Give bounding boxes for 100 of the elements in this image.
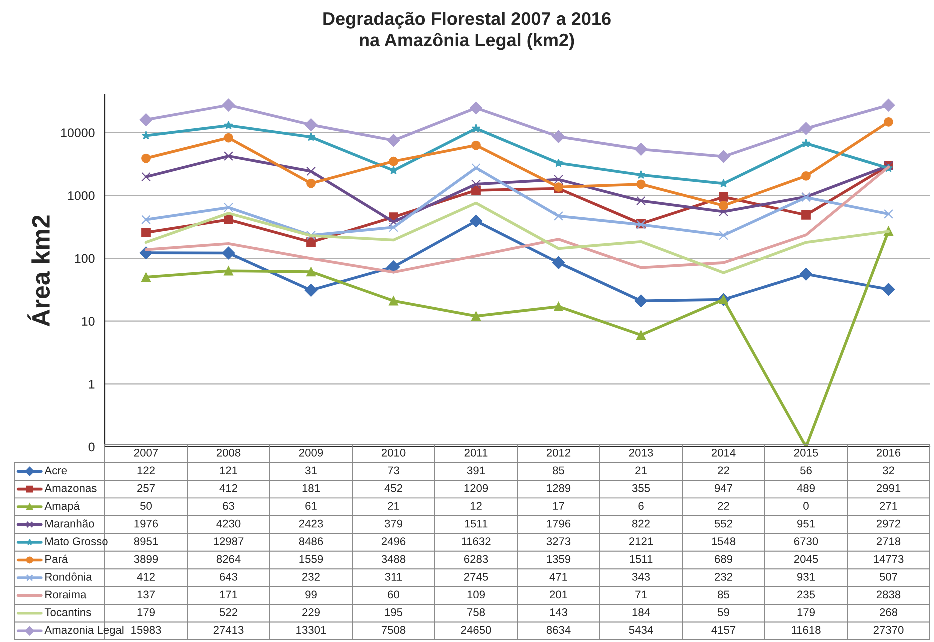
x-tick-label: 2016 [876, 448, 901, 457]
data-label: 71 [636, 590, 647, 599]
data-label: 201 [550, 590, 568, 599]
data-label: 1511 [630, 555, 653, 564]
x-tick-label: 2009 [299, 448, 324, 457]
legend-label: Amapá [44, 502, 80, 512]
data-label: 689 [715, 555, 732, 564]
data-label: 311 [385, 573, 402, 581]
data-label: 232 [715, 573, 732, 581]
data-label: 2745 [464, 573, 488, 581]
data-label: 85 [553, 466, 564, 475]
data-label: 11618 [792, 626, 821, 634]
y-tick-label: 10 [82, 317, 95, 326]
data-label: 21 [636, 466, 647, 474]
data-label: 0 [804, 502, 809, 510]
data-label: 235 [798, 590, 816, 599]
data-label: 271 [880, 502, 898, 510]
data-label: 181 [302, 484, 320, 492]
data-label: 8951 [134, 538, 158, 546]
data-label: 1976 [134, 520, 158, 528]
data-label: 343 [632, 573, 650, 581]
y-tick-label: 1 [89, 380, 95, 389]
data-label: 452 [384, 484, 402, 492]
data-label: 232 [302, 573, 320, 581]
data-label: 2496 [382, 538, 406, 546]
x-tick-label: 2007 [134, 448, 158, 457]
data-label: 229 [302, 608, 320, 616]
data-label: 27413 [214, 626, 244, 634]
data-label: 643 [220, 573, 238, 581]
data-label: 4230 [216, 520, 241, 528]
data-label: 522 [220, 608, 238, 616]
legend-label: Roraima [46, 590, 87, 599]
legend-label: Maranhão [46, 520, 94, 528]
data-label: 8486 [299, 538, 324, 546]
data-label: 4157 [712, 626, 736, 634]
data-label: 22 [718, 502, 730, 510]
x-tick-label: 2008 [216, 448, 241, 457]
data-label: 1359 [547, 555, 571, 564]
data-label: 179 [138, 608, 155, 616]
data-label: 2991 [876, 484, 901, 492]
data-label: 1548 [712, 538, 736, 546]
legend-label: Rondônia [46, 572, 92, 581]
data-label: 6283 [464, 555, 488, 564]
data-label: 391 [467, 466, 485, 475]
x-tick-label: 2010 [382, 448, 406, 457]
data-label: 1511 [465, 520, 488, 528]
data-label: 257 [138, 484, 155, 492]
data-label: 2045 [794, 555, 818, 564]
x-tick-label: 2014 [712, 448, 736, 457]
data-label: 7508 [382, 626, 406, 634]
data-label: 2718 [876, 538, 901, 546]
data-label: 1209 [464, 484, 488, 492]
data-label: 179 [798, 608, 815, 616]
data-label: 379 [384, 520, 402, 528]
data-label: 137 [138, 590, 155, 599]
x-tick-label: 2012 [546, 448, 571, 457]
legend-label: Pará [46, 554, 68, 564]
data-label: 471 [550, 573, 568, 581]
data-label: 1796 [547, 520, 571, 528]
data-label: 59 [718, 608, 730, 616]
data-label: 15983 [132, 626, 162, 634]
data-label: 61 [306, 502, 317, 510]
data-label: 11632 [462, 538, 491, 546]
data-label: 63 [223, 502, 234, 510]
data-label: 3899 [134, 555, 158, 564]
data-label: 552 [714, 520, 732, 528]
data-label: 121 [220, 466, 238, 474]
data-label: 56 [800, 466, 812, 475]
data-label: 507 [880, 573, 898, 581]
data-label: 412 [137, 573, 155, 581]
data-label: 27370 [874, 626, 904, 634]
data-label: 6 [638, 502, 644, 510]
data-label: 171 [220, 590, 238, 599]
data-label: 85 [718, 590, 730, 599]
data-label: 2972 [876, 520, 901, 528]
y-axis-title: Área km2 [28, 216, 50, 327]
data-label: 489 [797, 484, 815, 492]
data-label: 355 [632, 484, 650, 492]
data-label: 412 [220, 484, 238, 492]
data-label: 1559 [300, 555, 324, 564]
data-label: 951 [798, 520, 815, 528]
x-tick-label: 2015 [794, 448, 818, 457]
data-label: 12987 [214, 538, 244, 546]
data-label: 14773 [874, 555, 904, 564]
data-label: 8634 [546, 626, 571, 634]
data-label: 22 [718, 466, 730, 474]
chart-title: Degradação Florestal 2007 a 2016 na Amazônia Legal (km2) [324, 12, 611, 50]
data-label: 268 [880, 608, 898, 616]
data-label: 32 [882, 466, 894, 475]
data-label: 21 [388, 502, 400, 510]
y-tick-label: 1000 [68, 191, 95, 200]
legend-label: Acre [44, 466, 68, 475]
data-label: 122 [138, 466, 155, 474]
data-label: 50 [140, 502, 152, 510]
data-label: 2838 [876, 590, 901, 599]
y-tick-label: 100 [75, 254, 95, 264]
data-label: 3273 [546, 538, 571, 546]
legend-label: Mato Grosso [46, 538, 108, 546]
legend-label: Tocantins [44, 608, 92, 616]
x-tick-label: 2011 [464, 448, 488, 457]
